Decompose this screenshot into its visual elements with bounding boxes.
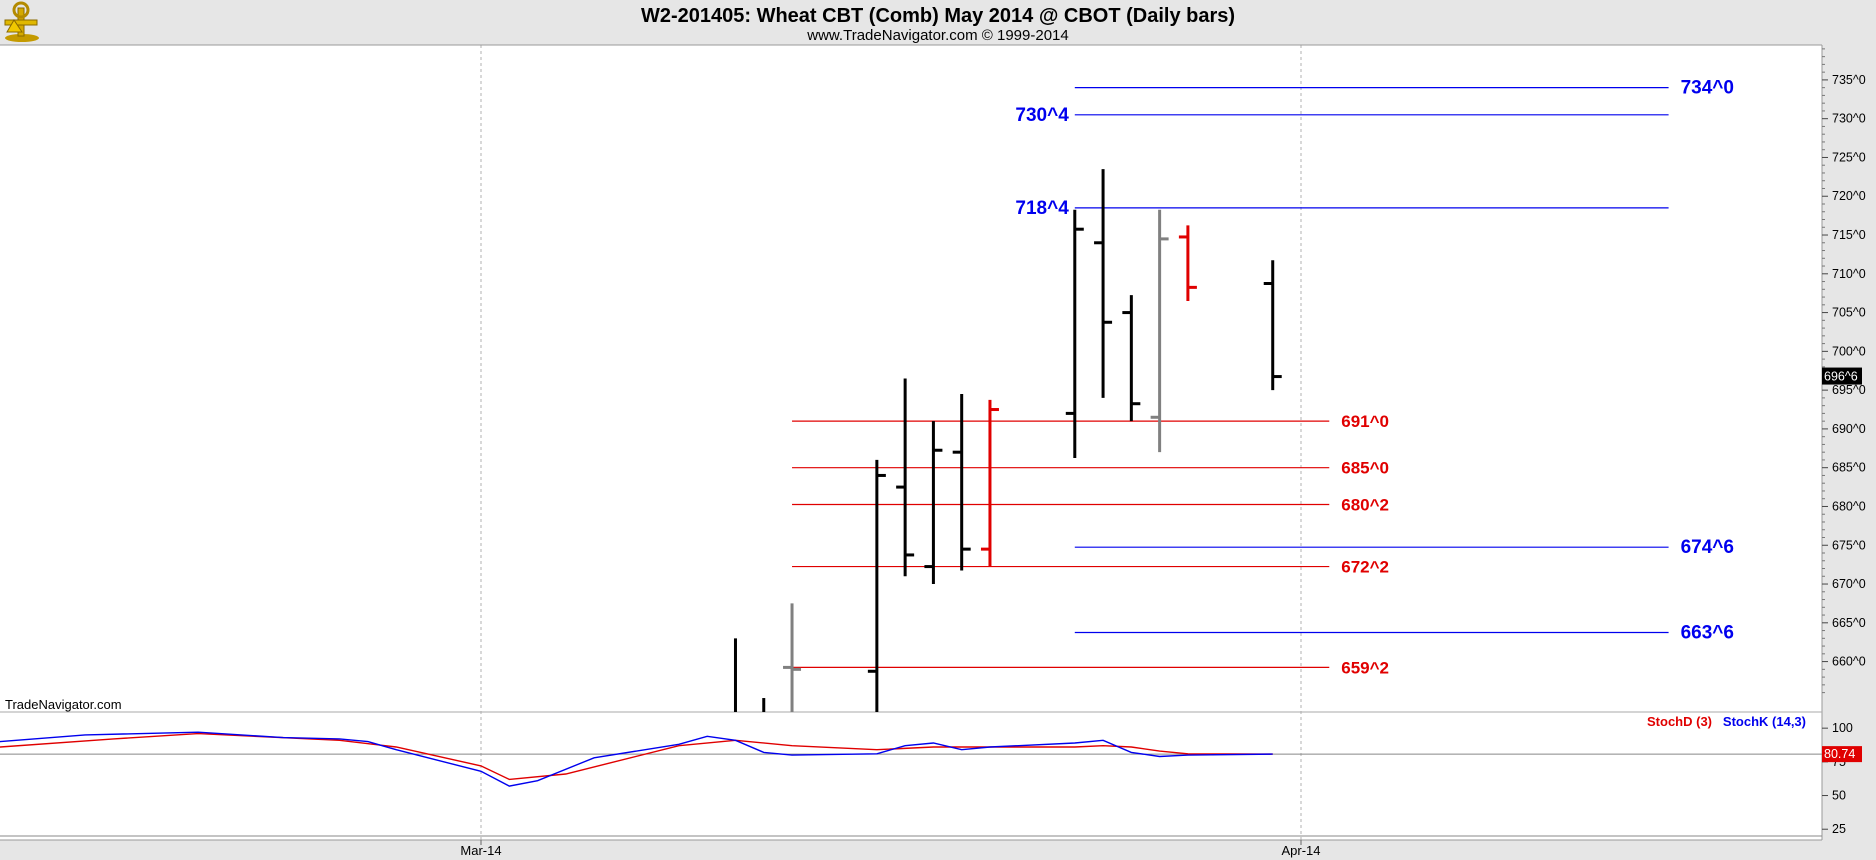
stoch-tick-label: 100 bbox=[1832, 721, 1853, 735]
trade-navigator-logo-icon[interactable] bbox=[4, 1, 39, 42]
stoch-legend-d: StochD (3) bbox=[1647, 714, 1712, 729]
panel-frames bbox=[0, 44, 1823, 841]
price-tick-label: 680^0 bbox=[1832, 499, 1866, 513]
stoch-tick-label: 25 bbox=[1832, 822, 1846, 836]
header-band bbox=[0, 0, 1876, 45]
ohlc-bars bbox=[733, 169, 1282, 712]
price-tick-label: 715^0 bbox=[1832, 228, 1866, 242]
ohlc-bar bbox=[896, 378, 915, 577]
stoch-last-label: 80.74 bbox=[1824, 747, 1855, 761]
price-axis-band bbox=[1822, 45, 1876, 860]
level-label: 663^6 bbox=[1681, 623, 1734, 644]
price-tick-label: 665^0 bbox=[1832, 616, 1866, 630]
ohlc-bar bbox=[952, 394, 971, 571]
price-tick-label: 695^0 bbox=[1832, 383, 1866, 397]
last-price-label: 696^6 bbox=[1824, 370, 1858, 384]
price-tick-label: 685^0 bbox=[1832, 461, 1866, 475]
price-tick-label: 725^0 bbox=[1832, 150, 1866, 164]
ohlc-bar bbox=[1150, 209, 1169, 453]
price-tick-label: 675^0 bbox=[1832, 538, 1866, 552]
ohlc-bar bbox=[1178, 225, 1197, 301]
stochastic-panel: StochK (14,3) StochD (3) bbox=[0, 714, 1822, 837]
price-tick-label: 660^0 bbox=[1832, 655, 1866, 669]
price-tick-label: 730^0 bbox=[1832, 112, 1866, 126]
ohlc-bar bbox=[980, 399, 999, 567]
level-label: 674^6 bbox=[1681, 537, 1734, 558]
ohlc-bar bbox=[924, 421, 943, 585]
ohlc-bar bbox=[1122, 295, 1141, 422]
axes: Mar-14 Apr-14 660^0 665^0 670^0 675^0 680^0 685… bbox=[460, 48, 1866, 858]
stoch-last-marker bbox=[1822, 746, 1862, 763]
level-label: 691^0 bbox=[1341, 412, 1389, 431]
chart-title: W2-201405: Wheat CBT (Comb) May 2014 @ C… bbox=[641, 5, 1235, 27]
date-axis-band bbox=[0, 840, 1876, 860]
stoch-legend-k: StochK (14,3) bbox=[1723, 714, 1806, 729]
level-label: 680^2 bbox=[1341, 496, 1389, 515]
level-label: 718^4 bbox=[1015, 198, 1069, 219]
date-axis-label: Apr-14 bbox=[1281, 843, 1320, 858]
price-tick-label: 670^0 bbox=[1832, 577, 1866, 591]
stoch-series-line bbox=[0, 731, 1273, 787]
ohlc-bar bbox=[783, 603, 802, 712]
stoch-tick-label: 50 bbox=[1832, 789, 1846, 803]
ohlc-bar bbox=[1263, 260, 1282, 391]
price-tick-label: 700^0 bbox=[1832, 344, 1866, 358]
price-tick-label: 690^0 bbox=[1832, 422, 1866, 436]
date-axis-label: Mar-14 bbox=[460, 843, 501, 858]
level-label: 659^2 bbox=[1341, 658, 1389, 677]
price-tick-label: 710^0 bbox=[1832, 267, 1866, 281]
last-price-marker bbox=[1822, 367, 1862, 385]
price-level-lines: 734^0 730^4 718^4 674^6 663^6 691^0 685^0 680^2… bbox=[792, 78, 1734, 677]
level-label: 672^2 bbox=[1341, 558, 1389, 577]
price-tick-label: 720^0 bbox=[1832, 189, 1866, 203]
price-tick-label: 705^0 bbox=[1832, 306, 1866, 320]
watermark-text: TradeNavigator.com bbox=[5, 697, 122, 712]
price-tick-label: 735^0 bbox=[1832, 73, 1866, 87]
ohlc-bar bbox=[1065, 209, 1084, 458]
ohlc-bar bbox=[1094, 169, 1113, 398]
grid-lines bbox=[480, 45, 1302, 840]
level-label: 730^4 bbox=[1015, 105, 1069, 126]
chart-subtitle: www.TradeNavigator.com © 1999-2014 bbox=[806, 27, 1068, 44]
level-label: 734^0 bbox=[1681, 78, 1734, 99]
ohlc-bar bbox=[867, 459, 886, 712]
level-label: 685^0 bbox=[1341, 459, 1389, 478]
